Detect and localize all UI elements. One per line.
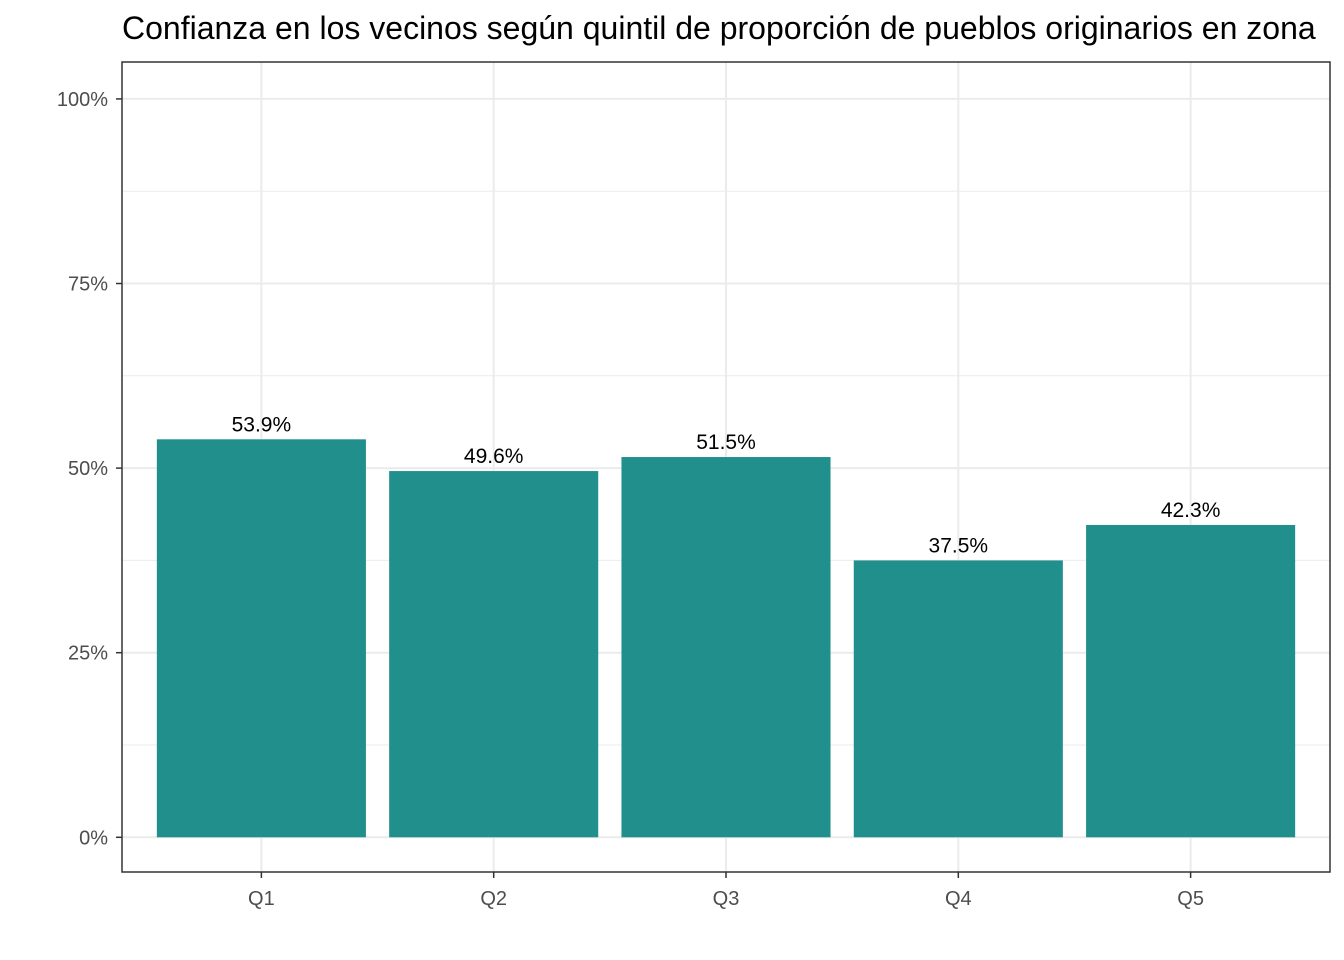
data-label-q4: 37.5% — [929, 534, 989, 557]
bar-q3 — [621, 457, 831, 838]
data-label-q3: 51.5% — [696, 431, 756, 454]
x-tick-label-q4: Q4 — [945, 888, 972, 910]
y-tick-label: 25% — [68, 643, 108, 665]
data-label-q1: 53.9% — [232, 413, 292, 436]
y-tick-label: 50% — [68, 458, 108, 480]
x-axis: Q1 Q2 Q3 Q4 Q5 — [248, 872, 1204, 910]
x-tick-label-q3: Q3 — [713, 888, 740, 910]
chart-title: Confianza en los vecinos según quintil d… — [122, 10, 1316, 46]
x-tick-label-q2: Q2 — [480, 888, 507, 910]
bar-q1 — [156, 439, 366, 838]
bar-q4 — [853, 560, 1063, 838]
y-tick-label: 75% — [68, 274, 108, 296]
bar-q2 — [389, 471, 599, 838]
data-label-q2: 49.6% — [464, 445, 524, 468]
data-labels: 53.9% 49.6% 51.5% 37.5% 42.3% — [232, 413, 1221, 557]
y-tick-label: 100% — [57, 89, 108, 111]
x-tick-label-q5: Q5 — [1177, 888, 1204, 910]
y-axis: 0% 25% 50% 75% 100% — [57, 89, 122, 849]
data-label-q5: 42.3% — [1161, 499, 1221, 522]
y-tick-label: 0% — [79, 827, 108, 849]
bar-q5 — [1086, 524, 1296, 838]
x-tick-label-q1: Q1 — [248, 888, 275, 910]
bars — [156, 439, 1296, 838]
